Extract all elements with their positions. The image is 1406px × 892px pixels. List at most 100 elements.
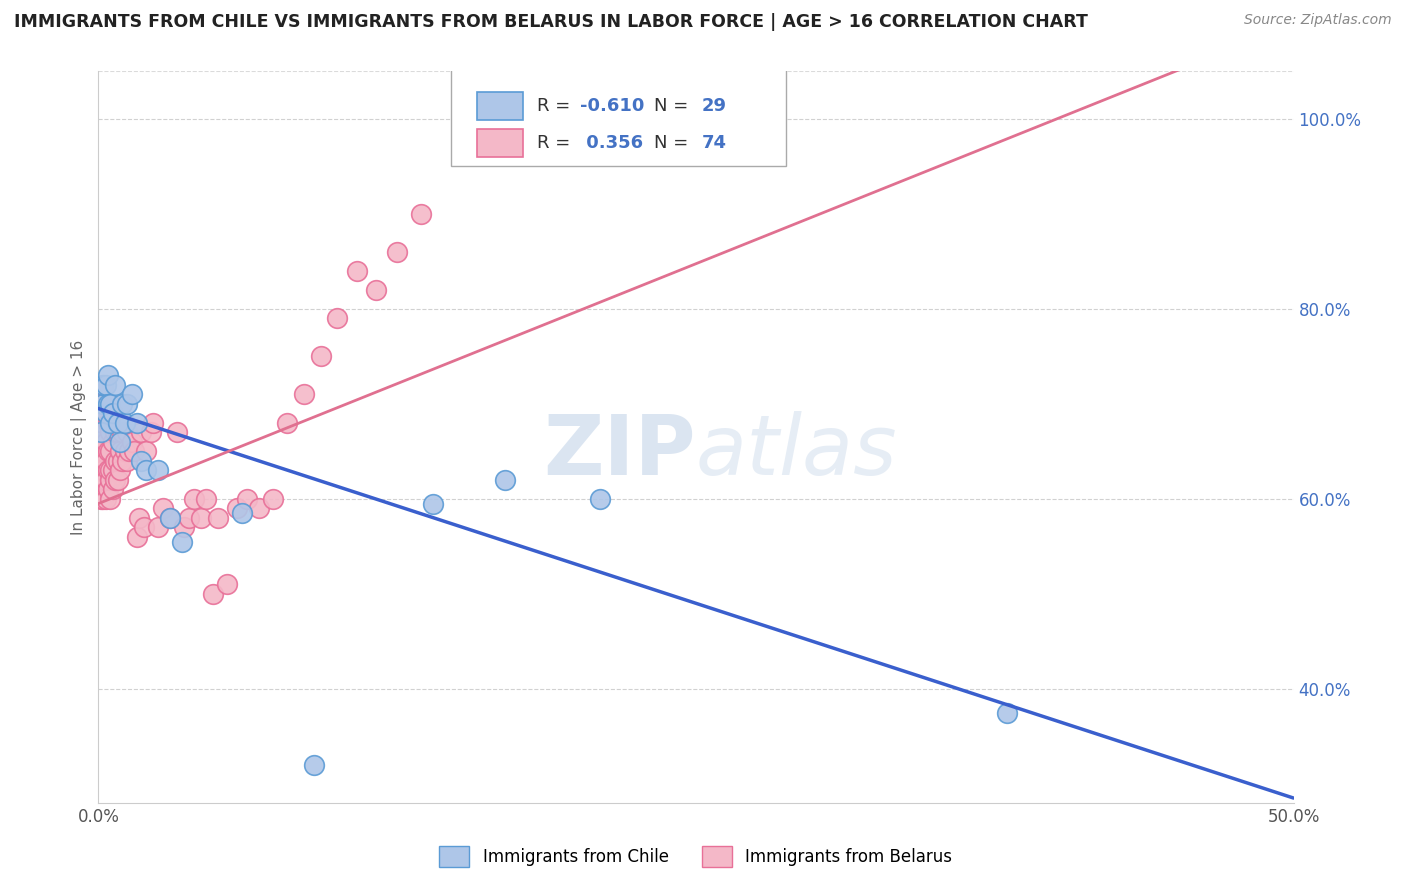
Point xyxy=(494,473,516,487)
Point xyxy=(346,264,368,278)
Point xyxy=(101,434,124,449)
Point xyxy=(159,511,181,525)
Point xyxy=(235,491,257,506)
Point xyxy=(589,491,612,506)
Point xyxy=(135,444,157,458)
Text: 74: 74 xyxy=(702,134,727,152)
Point xyxy=(247,501,270,516)
Point xyxy=(98,416,122,430)
Point xyxy=(309,349,332,363)
Point xyxy=(148,520,170,534)
Point xyxy=(131,425,153,440)
Point xyxy=(90,473,112,487)
Point xyxy=(995,706,1018,720)
Text: 0.356: 0.356 xyxy=(581,134,643,152)
Point xyxy=(115,425,138,440)
Point xyxy=(173,520,195,534)
Point xyxy=(101,463,124,477)
Point xyxy=(98,397,122,411)
Point xyxy=(326,311,349,326)
Text: atlas: atlas xyxy=(696,411,897,492)
Text: R =: R = xyxy=(537,96,576,115)
Point xyxy=(121,387,143,401)
Point xyxy=(166,425,188,440)
Point xyxy=(90,425,112,440)
Point xyxy=(94,491,117,506)
Point xyxy=(139,425,162,440)
Point xyxy=(98,491,122,506)
Point xyxy=(90,491,112,506)
Point xyxy=(125,416,148,430)
Point xyxy=(91,377,114,392)
Point xyxy=(107,454,129,468)
Point xyxy=(98,425,122,440)
Point xyxy=(114,444,136,458)
Point xyxy=(107,425,129,440)
Point xyxy=(118,444,141,458)
Point xyxy=(107,416,129,430)
FancyBboxPatch shape xyxy=(477,129,523,157)
Text: ZIP: ZIP xyxy=(544,411,696,492)
Point xyxy=(217,577,239,591)
Point xyxy=(108,444,131,458)
Point xyxy=(202,587,225,601)
Point xyxy=(148,463,170,477)
Point xyxy=(108,463,131,477)
Point xyxy=(159,511,181,525)
Point xyxy=(124,444,146,458)
Y-axis label: In Labor Force | Age > 16: In Labor Force | Age > 16 xyxy=(72,340,87,534)
Point xyxy=(97,416,120,430)
Point xyxy=(276,416,298,430)
Point xyxy=(111,397,134,411)
Point xyxy=(152,501,174,516)
Point xyxy=(90,425,112,440)
Text: N =: N = xyxy=(654,134,695,152)
Point xyxy=(91,463,114,477)
Point xyxy=(101,406,124,420)
Point xyxy=(364,283,387,297)
Point xyxy=(132,520,155,534)
Text: -0.610: -0.610 xyxy=(581,96,644,115)
Point xyxy=(125,530,148,544)
Text: N =: N = xyxy=(654,96,695,115)
Point xyxy=(207,511,229,525)
Point xyxy=(101,483,124,497)
Point xyxy=(292,387,315,401)
Point xyxy=(97,483,120,497)
Point xyxy=(104,377,127,392)
Point xyxy=(104,473,127,487)
Point xyxy=(91,397,114,411)
Point xyxy=(231,506,253,520)
Point xyxy=(94,434,117,449)
Point xyxy=(94,406,117,420)
Point xyxy=(104,454,127,468)
Point xyxy=(385,244,409,259)
Point xyxy=(94,377,117,392)
Point xyxy=(183,491,205,506)
Point xyxy=(104,425,127,440)
Point xyxy=(94,454,117,468)
Point xyxy=(90,454,112,468)
Text: 29: 29 xyxy=(702,96,727,115)
Point xyxy=(142,416,165,430)
Point xyxy=(135,463,157,477)
Point xyxy=(115,397,138,411)
Point xyxy=(111,425,134,440)
Point xyxy=(91,377,114,392)
Point xyxy=(91,491,114,506)
Point xyxy=(98,463,122,477)
Point xyxy=(302,757,325,772)
Point xyxy=(194,491,217,506)
Point xyxy=(131,454,153,468)
Legend: Immigrants from Chile, Immigrants from Belarus: Immigrants from Chile, Immigrants from B… xyxy=(432,838,960,875)
FancyBboxPatch shape xyxy=(451,68,786,167)
Point xyxy=(121,434,143,449)
Point xyxy=(114,416,136,430)
Point xyxy=(90,397,112,411)
Text: R =: R = xyxy=(537,134,576,152)
Point xyxy=(262,491,284,506)
Point xyxy=(94,406,117,420)
Point xyxy=(111,454,134,468)
Point xyxy=(179,511,201,525)
Text: Source: ZipAtlas.com: Source: ZipAtlas.com xyxy=(1244,13,1392,28)
